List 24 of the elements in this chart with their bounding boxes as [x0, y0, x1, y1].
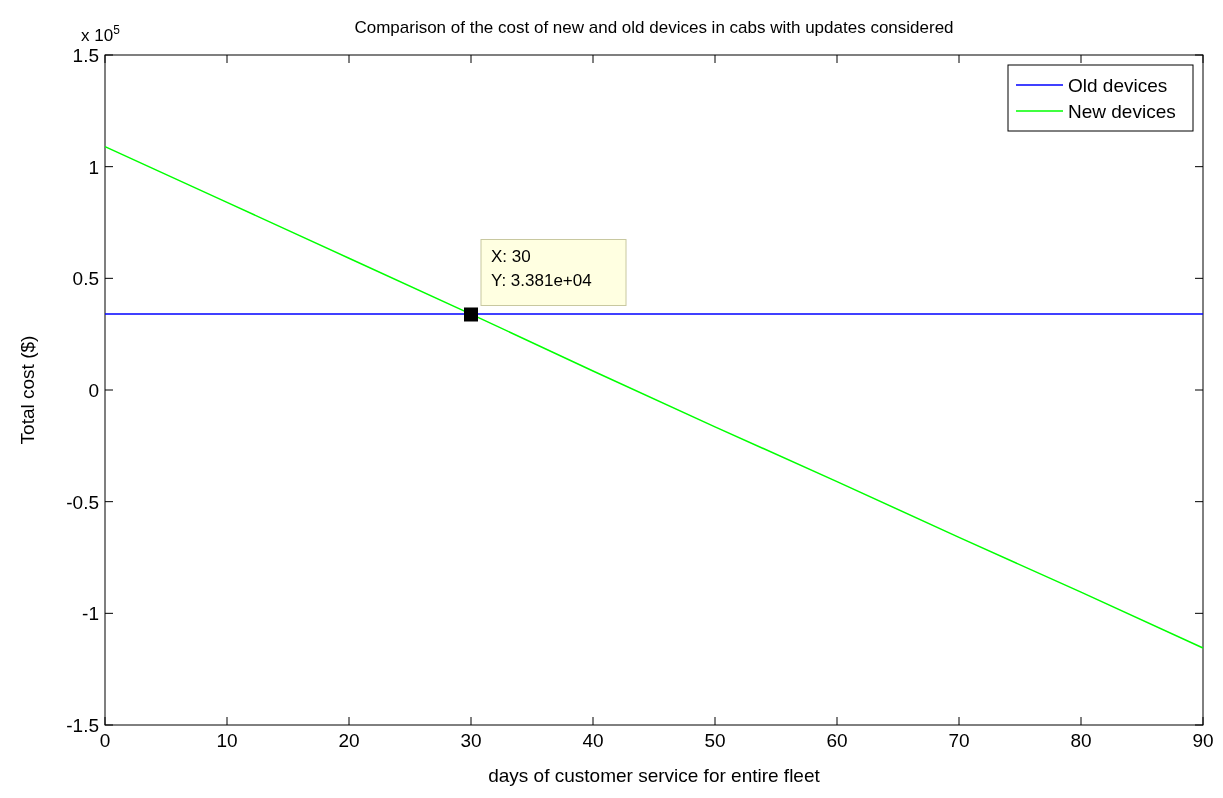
x-tick-label: 60: [826, 730, 848, 751]
y-tick-label: 0.5: [72, 268, 99, 290]
x-tick-label: 80: [1070, 730, 1092, 751]
y-axis-title: Total cost ($): [17, 335, 38, 445]
y-tick-label: -0.5: [66, 491, 99, 513]
x-tick-label: 20: [338, 730, 360, 751]
text: x 10$^{5}$: [81, 23, 121, 45]
annotation: X: 30 Y: 3.381e+04: [491, 247, 592, 291]
y-tick-label: 1: [88, 156, 99, 178]
legend-label: Old devices: [1068, 75, 1168, 96]
y-tick-label: -1.5: [66, 715, 99, 736]
x-tick-label: 90: [1192, 730, 1214, 751]
y-tick-label: 0: [88, 380, 99, 401]
y-tick-label: -1: [82, 603, 99, 625]
line-series: [104, 145, 1204, 649]
x-axis-title: days of customer service for entire fleet: [488, 765, 821, 786]
x-tick-label: 30: [460, 730, 482, 751]
x-tick-label: 10: [216, 730, 238, 751]
legend-label: New devices: [1068, 101, 1176, 122]
x-tick-label: 70: [948, 730, 970, 751]
y-tick-label: 1.5: [72, 45, 99, 66]
x-tick-label: 50: [704, 730, 726, 751]
x-tick-label: 40: [582, 730, 604, 751]
chart-title: Comparison of the cost of new and old devices in cabs with updates considered: [354, 18, 954, 37]
